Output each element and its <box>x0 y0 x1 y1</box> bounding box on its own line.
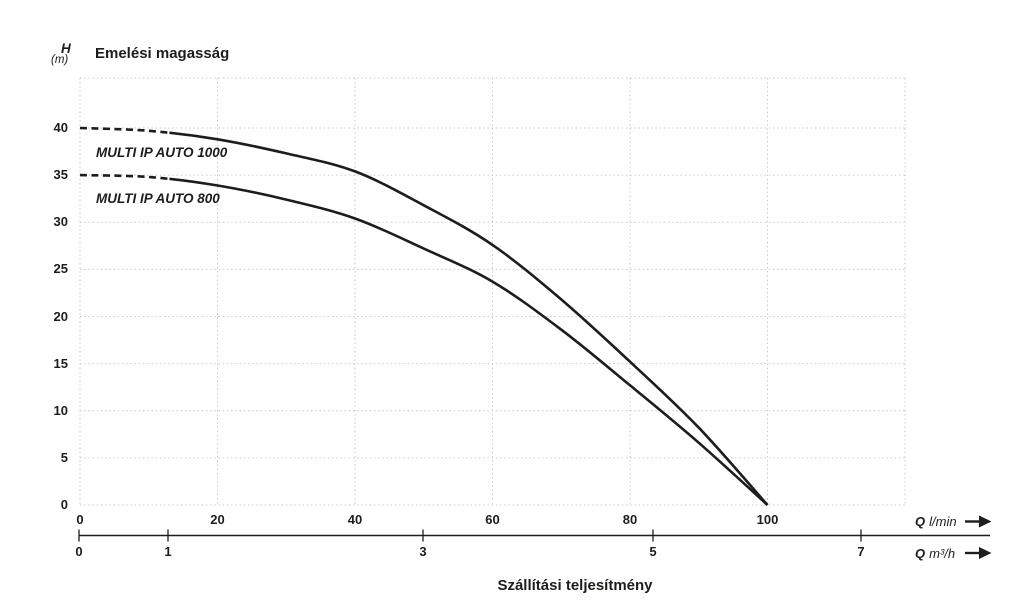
x-lmin-tick-label: 0 <box>76 512 84 527</box>
y-tick-label: 30 <box>53 214 68 230</box>
y-tick-label: 40 <box>53 120 68 135</box>
y-tick-label: 10 <box>53 402 68 418</box>
x-lmin-tick-label: 60 <box>485 512 500 527</box>
lmin-unit-text: l/min <box>929 514 957 529</box>
m3h-unit-text: m³/h <box>929 546 956 561</box>
x-lmin-tick-label: 80 <box>622 512 638 527</box>
y-tick-label: 20 <box>53 308 68 324</box>
y-tick-label: 5 <box>60 449 68 465</box>
series-label-multi-ip-auto-1000: MULTI IP AUTO 1000 <box>96 145 228 160</box>
q-symbol-lmin: Q <box>915 514 926 529</box>
y-tick-label: 25 <box>53 261 68 277</box>
y-tick-label: 0 <box>60 497 68 512</box>
y-axis-symbol: H <box>61 41 71 56</box>
x-m3h-tick-label: 1 <box>164 544 172 559</box>
y-axis-unit: (m) <box>51 54 69 66</box>
y-tick-label: 15 <box>53 355 68 371</box>
x-lmin-tick-label: 40 <box>347 512 363 527</box>
x-lmin-tick-label: 100 <box>756 512 779 527</box>
x-m3h-tick-label: 5 <box>649 544 657 559</box>
series-label-multi-ip-auto-800: MULTI IP AUTO 800 <box>96 191 220 206</box>
x-m3h-tick-label: 0 <box>75 544 83 559</box>
chart-title: Emelési magasság <box>95 45 230 62</box>
q-symbol-m3h: Q <box>915 546 926 561</box>
x-lmin-tick-label: 20 <box>210 512 225 527</box>
x-m3h-tick-label: 7 <box>857 544 865 559</box>
x-m3h-tick-label: 3 <box>419 544 427 559</box>
x-axis-title: Szállítási teljesítmény <box>497 577 653 594</box>
y-tick-label: 35 <box>53 167 68 183</box>
